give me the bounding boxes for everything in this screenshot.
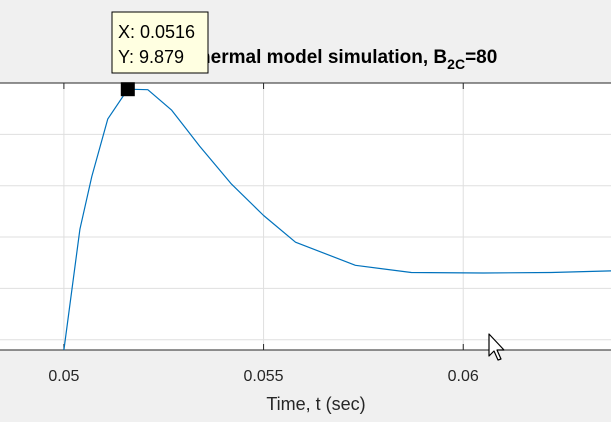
axes: [0, 82, 611, 351]
series-line: [63, 88, 611, 351]
data-series: [63, 88, 611, 351]
data-tip-y: Y: 9.879: [118, 47, 184, 67]
plot-area[interactable]: [0, 83, 611, 350]
x-tick-label: 0.05: [48, 368, 79, 385]
data-tip[interactable]: X: 0.0516 Y: 9.879: [111, 11, 209, 97]
chart-title: Motor thermal model simulation, B2C=80: [135, 47, 498, 72]
x-ticks: 0.05 0.055 0.06: [48, 83, 479, 385]
data-tip-marker[interactable]: [120, 82, 135, 97]
chart-title-subscript: 2C: [447, 56, 465, 72]
data-tip-box: [111, 11, 209, 74]
mouse-pointer-icon: [488, 333, 505, 361]
x-tick-label: 0.055: [244, 368, 284, 385]
x-tick-label: 0.06: [448, 368, 479, 385]
x-axis-label: Time, t (sec): [266, 394, 365, 414]
chart-title-suffix: =80: [465, 47, 497, 68]
grid-lines: [0, 83, 611, 350]
chart-title-main: Motor thermal model simulation, B: [135, 47, 447, 68]
data-tip-x: X: 0.0516: [118, 22, 195, 42]
